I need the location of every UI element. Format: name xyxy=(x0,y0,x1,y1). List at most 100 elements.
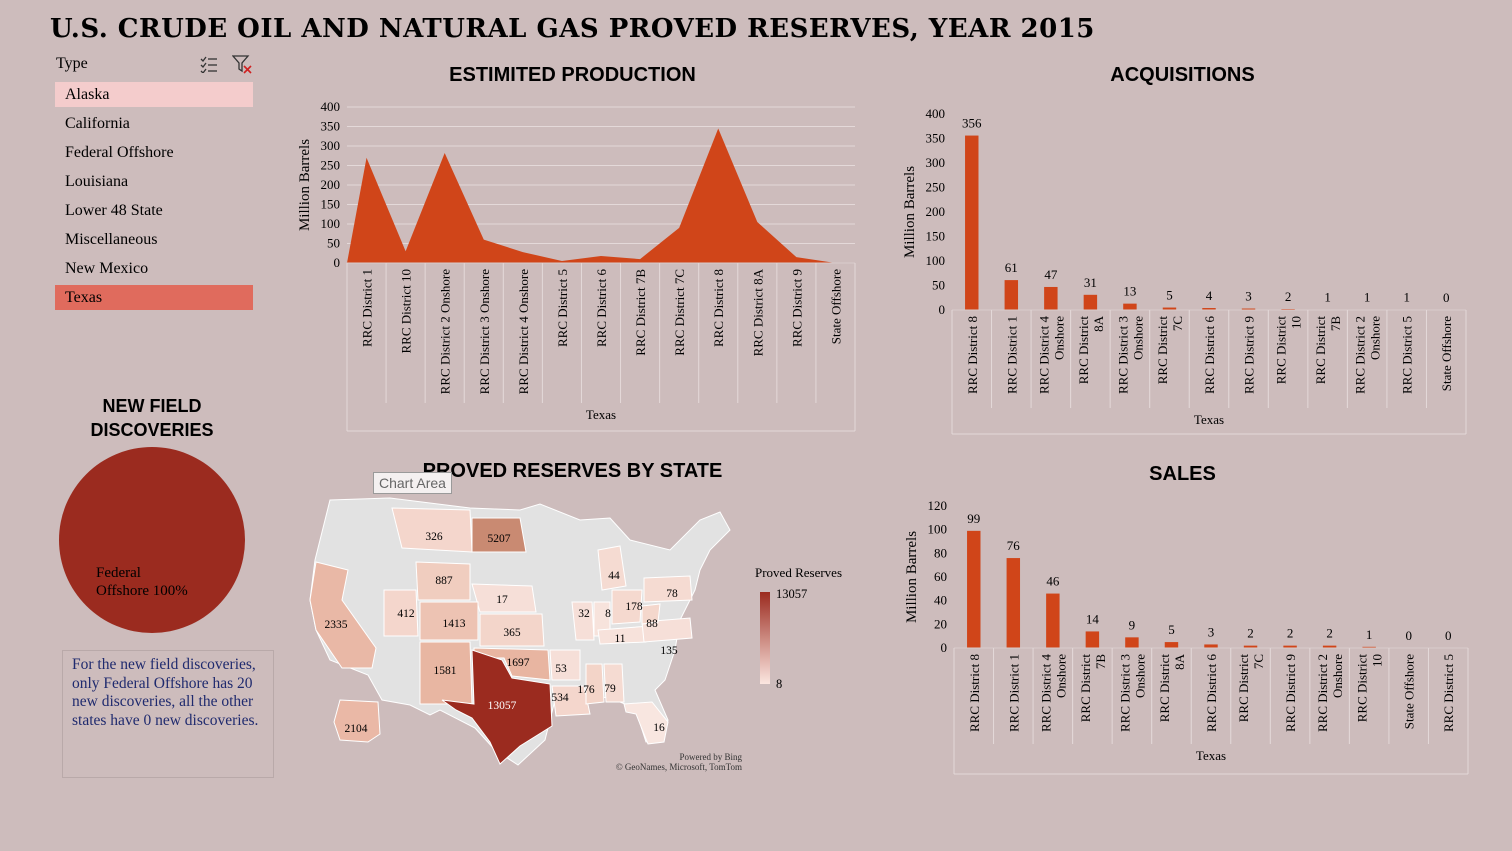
category-label-line: RRC District 6 xyxy=(1202,316,1217,395)
category-label-rrc-district-2-onshore: RRC District 2 Onshore xyxy=(1353,316,1383,394)
category-label-state-offshore: State Offshore xyxy=(828,269,843,344)
data-label: 2 xyxy=(1287,626,1294,641)
category-label-line: RRC District 4 xyxy=(1038,654,1053,733)
category-label-rrc-district-3-onshore: RRC District 3 Onshore xyxy=(477,269,492,395)
y-tick-label: 100 xyxy=(321,216,341,231)
map-label-pennsylvania: 78 xyxy=(666,588,678,600)
category-label-rrc-district-8a: RRC District 8A xyxy=(1157,653,1187,722)
category-label-line: Onshore xyxy=(1330,654,1345,698)
production-title: ESTIMITED PRODUCTION xyxy=(449,64,696,86)
slicer-item-louisiana[interactable]: Louisiana xyxy=(65,173,129,190)
y-tick-label: 100 xyxy=(928,522,948,537)
new-field-title: NEW FIELD DISCOVERIES xyxy=(52,394,252,442)
y-tick-label: 50 xyxy=(932,278,945,293)
map-label-north-dakota: 5207 xyxy=(488,533,511,545)
data-label: 0 xyxy=(1443,290,1450,305)
category-label-line: RRC District xyxy=(1274,316,1289,385)
category-label-rrc-district-10: RRC District 10 xyxy=(1274,316,1304,385)
y-tick-label: 300 xyxy=(926,155,946,170)
map-label-colorado: 1413 xyxy=(443,618,466,630)
bar-rrc-district-1 xyxy=(1006,558,1021,648)
slicer-item-federal-offshore[interactable]: Federal Offshore xyxy=(65,144,174,161)
state-pennsylvania xyxy=(643,575,693,603)
category-label-rrc-district-7b: RRC District 7B xyxy=(1078,654,1108,723)
category-label-line: RRC District 2 xyxy=(1353,316,1368,394)
category-label-line: RRC District xyxy=(1076,316,1091,385)
category-label-line: 7C xyxy=(1251,654,1266,669)
slicer-item-lower-48-state[interactable]: Lower 48 State xyxy=(65,202,163,219)
sales-title: SALES xyxy=(1149,463,1216,485)
slicer-item-miscellaneous[interactable]: Miscellaneous xyxy=(65,231,158,248)
map-legend-max: 13057 xyxy=(776,587,807,601)
y-tick-label: 350 xyxy=(926,131,946,146)
map-label-group: 326 5207 887 17 412 1413 365 2335 1581 1… xyxy=(325,531,679,735)
state-alaska xyxy=(333,699,381,743)
category-label-line: Onshore xyxy=(1051,316,1066,360)
y-tick-label: 80 xyxy=(934,545,947,560)
data-label: 1 xyxy=(1403,290,1410,305)
category-label-rrc-district-5: RRC District 5 xyxy=(555,269,570,347)
bar-rrc-district-8 xyxy=(967,530,981,648)
category-label-rrc-district-4-onshore: RRC District 4 Onshore xyxy=(1038,654,1068,733)
clear-filter-icon[interactable] xyxy=(232,54,252,74)
map-label-louisiana: 534 xyxy=(551,692,569,704)
category-label-rrc-district-9: RRC District 9 xyxy=(1283,654,1298,732)
new-field-title-line2: DISCOVERIES xyxy=(90,420,214,440)
slicer-header-label: Type xyxy=(56,55,88,72)
bar-rrc-district-10 xyxy=(1362,646,1376,648)
data-label: 5 xyxy=(1166,288,1173,303)
category-label-line: RRC District xyxy=(1157,654,1172,723)
state-texas xyxy=(441,649,553,765)
pie-slice-federal-offshore[interactable] xyxy=(59,447,245,633)
y-tick-label: 0 xyxy=(941,640,948,655)
category-label-rrc-district-9: RRC District 9 xyxy=(789,269,804,347)
data-label: 14 xyxy=(1086,611,1100,626)
type-slicer: Type Alaska California Federal Offshore … xyxy=(52,52,258,314)
state-north-dakota xyxy=(471,517,527,553)
category-label-line: RRC District xyxy=(1355,654,1370,723)
new-field-pie[interactable]: Federal Offshore 100% xyxy=(52,440,252,640)
y-tick-label: 40 xyxy=(934,593,947,608)
category-label-line: Onshore xyxy=(1132,654,1147,698)
map-credit-bing: Powered by Bing xyxy=(680,752,743,762)
map-label-illinois: 32 xyxy=(578,608,590,620)
category-label-rrc-district-10: RRC District 10 xyxy=(1355,654,1385,723)
state-michigan xyxy=(597,545,627,591)
chart-area-tooltip: Chart Area xyxy=(373,472,452,494)
category-label-line: RRC District 8 xyxy=(967,654,982,732)
category-label-line: State Offshore xyxy=(1402,654,1417,729)
bar-rrc-district-9 xyxy=(1241,308,1256,310)
slicer-item-texas[interactable]: Texas xyxy=(55,285,253,310)
slicer-item-alaska[interactable]: Alaska xyxy=(55,82,253,107)
pie-slice-label-line2: Offshore 100% xyxy=(96,583,188,599)
slicer-item-california[interactable]: California xyxy=(65,115,130,132)
category-label-rrc-district-7b: RRC District 7B xyxy=(1313,316,1343,385)
category-label-line: RRC District 4 Onshore xyxy=(516,269,531,395)
slicer-item-new-mexico[interactable]: New Mexico xyxy=(65,260,149,277)
y-tick-label: 0 xyxy=(334,255,341,270)
category-label-line: RRC District 2 Onshore xyxy=(438,269,453,395)
data-label: 1 xyxy=(1364,290,1371,305)
category-label-line: RRC District 8 xyxy=(711,269,726,347)
production-area-chart[interactable]: 0 50 100 150 200 250 300 350 400 Million Barrels R… xyxy=(285,95,865,440)
map-label-alaska: 2104 xyxy=(345,723,368,735)
state-west-virginia xyxy=(641,603,661,625)
state-mississippi xyxy=(585,663,605,705)
category-label-rrc-district-2-onshore: RRC District 2 Onshore xyxy=(438,269,453,395)
new-field-note: For the new field discoveries, only Fede… xyxy=(62,650,274,778)
proved-reserves-map[interactable]: 326 5207 887 17 412 1413 365 2335 1581 1… xyxy=(280,490,870,780)
y-tick-label: 250 xyxy=(926,180,946,195)
x-axis-title: Texas xyxy=(1194,412,1224,427)
category-label-rrc-district-8: RRC District 8 xyxy=(711,269,726,347)
category-label-rrc-district-4-onshore: RRC District 4 Onshore xyxy=(516,269,531,395)
category-label-line: 7C xyxy=(1170,316,1185,331)
category-label-line: RRC District 7C xyxy=(672,269,687,356)
multi-select-icon[interactable] xyxy=(200,55,218,73)
category-label-rrc-district-8: RRC District 8 xyxy=(965,316,980,394)
state-louisiana xyxy=(551,685,591,717)
state-california xyxy=(309,561,377,669)
data-label: 356 xyxy=(962,116,982,131)
data-label: 3 xyxy=(1208,624,1215,639)
